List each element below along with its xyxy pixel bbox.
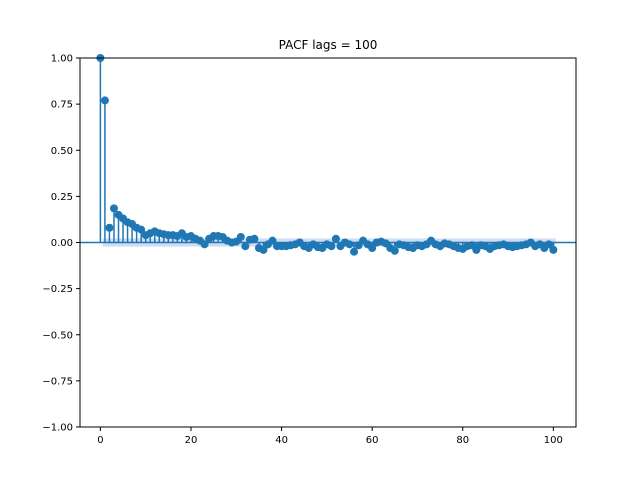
data-point-65 [390,246,399,255]
data-point-99 [544,240,553,249]
x-tick-label: 0 [97,435,103,446]
y-tick-label: −0.25 [42,284,73,295]
data-point-1 [100,96,109,105]
data-point-56 [350,247,359,256]
data-point-36 [259,245,268,254]
data-point-55 [345,240,354,249]
y-tick-label: 0.50 [51,146,73,157]
x-tick-label: 100 [544,435,563,446]
data-point-23 [200,240,209,249]
y-tick-label: 1.00 [51,54,73,65]
data-point-2 [105,223,114,232]
y-tick-label: 0.75 [51,100,73,111]
data-point-52 [331,234,340,243]
x-tick-label: 60 [366,435,379,446]
y-tick-label: −0.75 [42,376,73,387]
data-point-38 [268,236,277,245]
y-tick-label: 0.00 [51,238,73,249]
x-tick-label: 20 [185,435,198,446]
data-point-32 [241,242,250,251]
data-point-31 [236,232,245,241]
chart-title: PACF lags = 100 [279,38,378,52]
x-tick-label: 80 [456,435,469,446]
data-point-3 [109,204,118,213]
data-point-34 [250,234,259,243]
x-tick-label: 40 [275,435,288,446]
data-point-9 [137,225,146,234]
plot-area: 0 20 40 60 80 100 −1.00 −0.75 −0.50 −0.25 0.00 0.25… [42,54,577,446]
data-point-60 [368,244,377,253]
data-point-51 [327,242,336,251]
y-tick-label: −0.50 [42,330,73,341]
y-tick-label: 0.25 [51,192,73,203]
data-point-100 [549,245,558,254]
y-tick-label: −1.00 [42,423,73,434]
